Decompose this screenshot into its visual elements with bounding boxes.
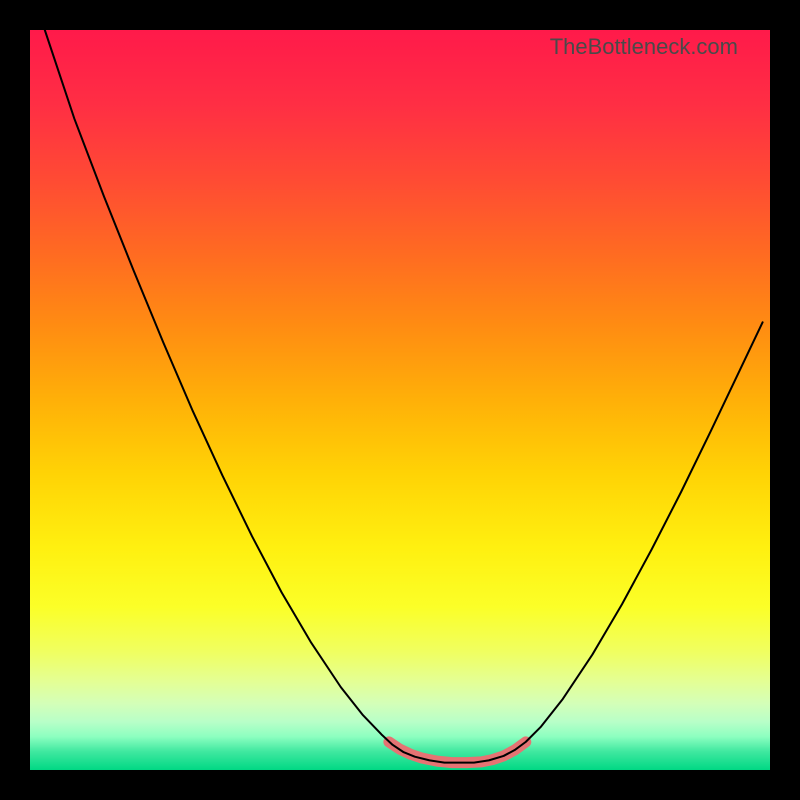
chart-svg xyxy=(30,30,770,770)
bottleneck-curve-path xyxy=(45,30,763,763)
watermark-text: TheBottleneck.com xyxy=(550,34,738,60)
chart-frame: TheBottleneck.com xyxy=(0,0,800,800)
valley-accent-path xyxy=(389,742,526,763)
plot-area xyxy=(30,30,770,770)
